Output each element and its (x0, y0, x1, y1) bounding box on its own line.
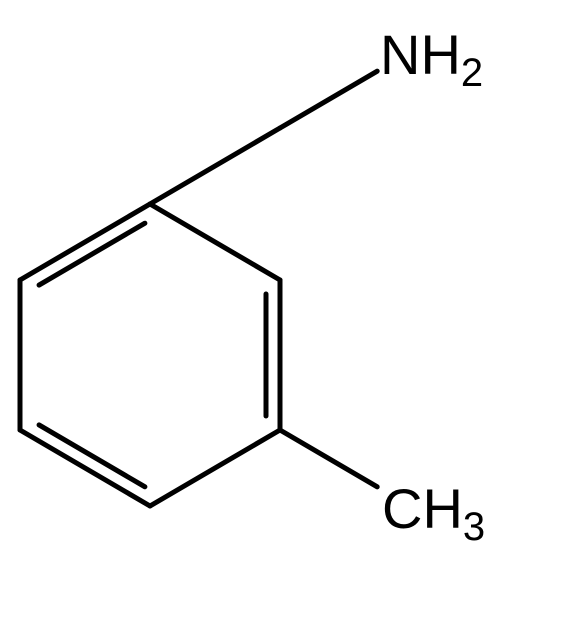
nh2-label: NH2 (380, 23, 483, 95)
ch3-label: CH3 (382, 477, 485, 549)
chemical-structure-diagram: NH2 CH3 (0, 0, 562, 640)
